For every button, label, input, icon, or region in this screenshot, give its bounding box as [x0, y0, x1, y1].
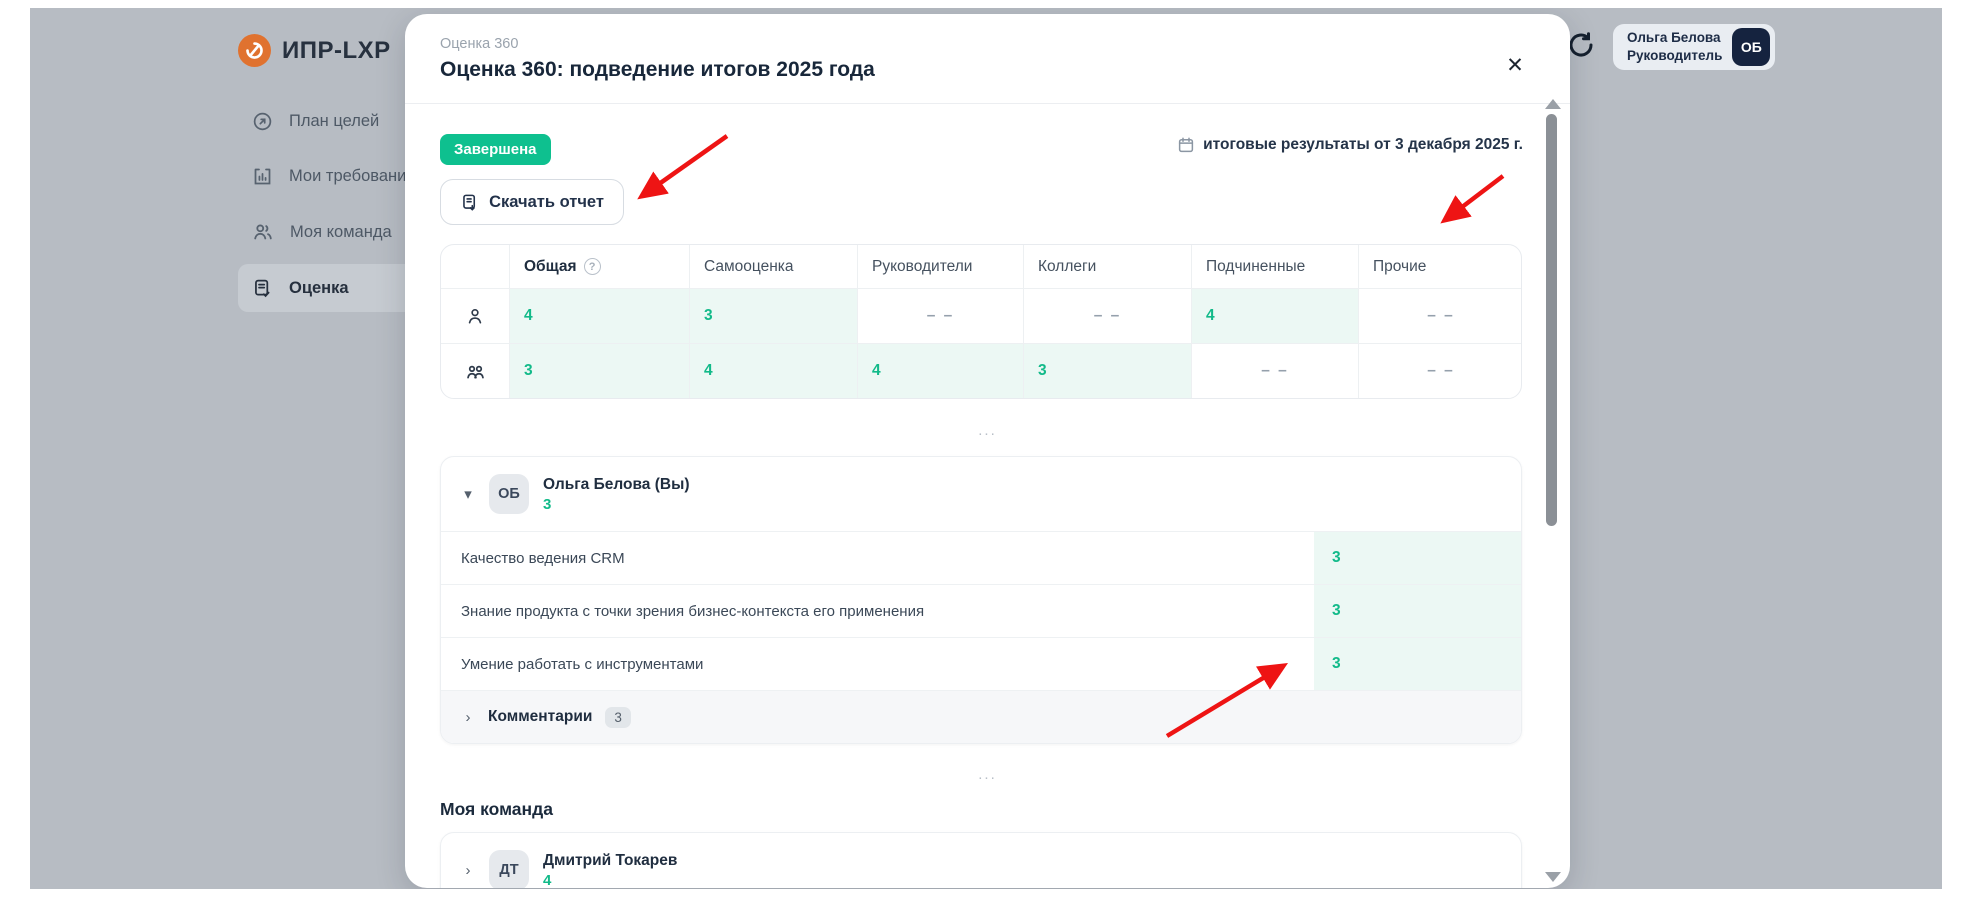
team-member-card: › ДТ Дмитрий Токарев 4 — [440, 832, 1522, 888]
comments-count-badge: 3 — [605, 706, 631, 728]
criterion-score: 3 — [1314, 638, 1521, 690]
comments-label: Комментарии — [488, 708, 593, 725]
user-role: Руководитель — [1627, 48, 1723, 63]
cell-colleagues: – – — [1023, 289, 1191, 343]
cell-subordinates: – – — [1191, 344, 1358, 398]
results-date: итоговые результаты от 3 декабря 2025 г. — [1177, 136, 1523, 154]
person-score: 4 — [543, 871, 552, 888]
results-date-text: итоговые результаты от 3 декабря 2025 г. — [1203, 136, 1523, 153]
report-download-icon — [463, 194, 476, 211]
sidebar-item-label: Мои требования — [289, 166, 416, 185]
modal-breadcrumb: Оценка 360 — [440, 36, 519, 52]
col-colleagues: Коллеги — [1023, 245, 1191, 288]
assessment-modal: Оценка 360 Оценка 360: подведение итогов… — [405, 14, 1570, 888]
section-ellipsis: ... — [978, 422, 997, 439]
download-report-label: Скачать отчет — [489, 192, 604, 211]
criterion-score: 3 — [1314, 532, 1521, 584]
team-section-heading: Моя команда — [440, 799, 553, 819]
chevron-down-icon[interactable]: ▾ — [464, 486, 472, 503]
col-overall: Общая — [524, 257, 577, 275]
cell-self: 4 — [689, 344, 857, 398]
self-assessment-card: ▾ ОБ Ольга Белова (Вы) 3 Качество ведени… — [440, 456, 1522, 744]
team-icon — [254, 224, 272, 240]
cell-managers: 4 — [857, 344, 1023, 398]
criterion-score: 3 — [1314, 585, 1521, 637]
assessment-doc-icon — [255, 279, 270, 297]
brand-swirl-icon — [238, 34, 271, 67]
sidebar-item-requirements[interactable]: Мои требования — [238, 152, 450, 200]
comments-toggle[interactable]: › Комментарии 3 — [441, 690, 1521, 743]
chevron-right-icon[interactable]: › — [465, 708, 471, 726]
user-avatar: ОБ — [1732, 28, 1771, 66]
person-icon — [468, 308, 482, 324]
summary-table: Общая ? Самооценка Руководители Коллеги … — [440, 244, 1522, 399]
modal-title: Оценка 360: подведение итогов 2025 года — [440, 58, 875, 81]
modal-header: Оценка 360 Оценка 360: подведение итогов… — [405, 14, 1570, 104]
sidebar-item-label: Моя команда — [290, 222, 392, 241]
sidebar-item-label: План целей — [289, 111, 380, 130]
status-badge: Завершена — [440, 134, 551, 165]
app-title: ИПР-LXP — [282, 36, 391, 64]
sidebar-item-goals[interactable]: План целей — [238, 97, 450, 145]
team-member-header[interactable]: › ДТ Дмитрий Токарев 4 — [441, 833, 1521, 888]
cell-others: – – — [1358, 289, 1521, 343]
col-self: Самооценка — [689, 245, 857, 288]
bar-chart-icon — [254, 168, 271, 184]
sidebar-item-label: Оценка — [289, 278, 349, 297]
criterion-label: Знание продукта с точки зрения бизнес-ко… — [461, 602, 925, 620]
scroll-down-arrow[interactable] — [1545, 872, 1561, 882]
avatar: ДТ — [489, 850, 529, 888]
col-managers: Руководители — [857, 245, 1023, 288]
app-background: ИПР-LXP План целей Мои требования Моя ко… — [30, 8, 1942, 889]
person-name: Дмитрий Токарев — [543, 852, 678, 870]
scrollbar-thumb[interactable] — [1546, 114, 1557, 526]
cell-managers: – – — [857, 289, 1023, 343]
cell-self: 3 — [689, 289, 857, 343]
app-logo: ИПР-LXP — [238, 34, 391, 67]
cell-colleagues: 3 — [1023, 344, 1191, 398]
user-menu[interactable]: Ольга Белова Руководитель ОБ — [1613, 24, 1776, 70]
self-card-header[interactable]: ▾ ОБ Ольга Белова (Вы) 3 — [441, 457, 1521, 531]
refresh-icon[interactable] — [1566, 30, 1596, 65]
person-name: Ольга Белова (Вы) — [543, 476, 690, 494]
scroll-up-arrow[interactable] — [1545, 99, 1561, 109]
close-icon[interactable]: ✕ — [1506, 53, 1524, 77]
chevron-right-icon[interactable]: › — [465, 861, 471, 879]
user-name: Ольга Белова — [1627, 30, 1721, 46]
group-icon — [466, 365, 484, 378]
criterion-label: Умение работать с инструментами — [461, 655, 704, 673]
criterion-label: Качество ведения CRM — [461, 549, 625, 567]
table-row: 3 4 4 3 – – – – — [441, 343, 1521, 398]
criterion-row: Качество ведения CRM 3 — [441, 531, 1521, 584]
download-report-button[interactable]: Скачать отчет — [440, 179, 624, 225]
cell-others: – – — [1358, 344, 1521, 398]
section-ellipsis: ... — [978, 766, 997, 783]
cell-overall: 4 — [509, 289, 689, 343]
col-subordinates: Подчиненные — [1191, 245, 1358, 288]
person-score: 3 — [543, 495, 552, 513]
calendar-icon — [1178, 137, 1194, 153]
col-others: Прочие — [1358, 245, 1521, 288]
criterion-row: Умение работать с инструментами 3 — [441, 637, 1521, 690]
table-row: 4 3 – – – – 4 – – — [441, 288, 1521, 343]
avatar: ОБ — [489, 474, 529, 514]
summary-table-header: Общая ? Самооценка Руководители Коллеги … — [441, 245, 1521, 288]
criterion-row: Знание продукта с точки зрения бизнес-ко… — [441, 584, 1521, 637]
goal-arrow-icon — [253, 112, 272, 130]
help-icon[interactable]: ? — [583, 258, 601, 275]
sidebar-item-team[interactable]: Моя команда — [238, 208, 450, 256]
cell-overall: 3 — [509, 344, 689, 398]
cell-subordinates: 4 — [1191, 289, 1358, 343]
